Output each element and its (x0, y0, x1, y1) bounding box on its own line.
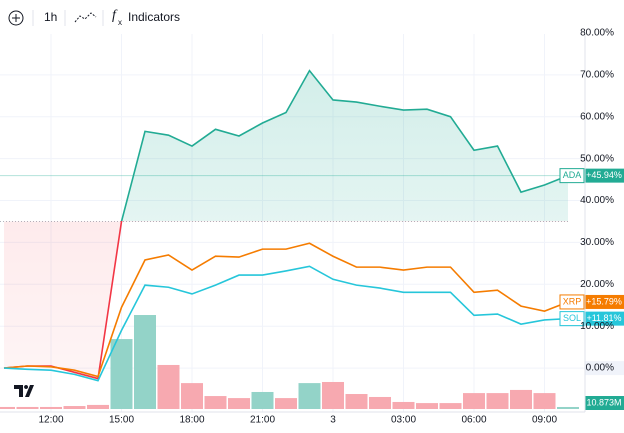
volume-bar (87, 404, 109, 409)
zero-label-bg (585, 361, 624, 376)
volume-bar (322, 381, 344, 409)
y-tick-label: 30.00% (580, 237, 614, 248)
y-tick-label: 10.00% (580, 321, 614, 332)
y-tick-label: 40.00% (580, 195, 614, 206)
last-value-label: +15.79% (586, 296, 622, 306)
x-tick-label: 06:00 (461, 415, 486, 426)
y-tick-label: 20.00% (580, 279, 614, 290)
volume-bar (392, 401, 415, 409)
volume-bar (533, 393, 556, 409)
chart-type-button[interactable] (74, 12, 97, 23)
y-tick-label: 80.00% (580, 28, 614, 39)
add-icon (12, 14, 20, 22)
legend-name: ADA (563, 170, 582, 180)
last-value-bg (585, 294, 624, 309)
volume-bar (416, 403, 438, 409)
series-line (3, 242, 569, 378)
tv-logo (14, 385, 34, 397)
series-line (3, 221, 123, 380)
x-tick-label: 09:00 (532, 415, 557, 426)
volume-bar (110, 339, 133, 409)
series-line (120, 69, 569, 221)
legend-name: SOL (563, 313, 581, 323)
legend-tag (559, 311, 585, 327)
volume-bar (228, 398, 250, 409)
x-tick-label: 3 (330, 415, 336, 426)
x-tick-label: 15:00 (109, 415, 134, 426)
indicators-icon: x (118, 18, 122, 27)
series-line (3, 265, 569, 382)
legend-tag (559, 168, 585, 184)
legend-tag (559, 294, 585, 310)
logo (14, 385, 34, 397)
volume-bar (251, 391, 274, 409)
volume-bar (16, 406, 39, 409)
x-tick-label: 21:00 (250, 415, 275, 426)
indicators-icon[interactable]: f (112, 8, 118, 23)
volume-bar (134, 315, 156, 409)
y-tick-label: 0.00% (586, 363, 614, 374)
indicators-button[interactable]: Indicators (128, 10, 180, 24)
y-tick-label: 50.00% (580, 153, 614, 164)
volume-bar (275, 398, 297, 409)
legend-name: XRP (563, 296, 582, 306)
x-tick-label: 03:00 (391, 415, 416, 426)
volume-bar (510, 389, 532, 409)
area-above (121, 70, 568, 221)
add-button[interactable] (8, 10, 24, 26)
last-value-label: +45.94% (586, 170, 622, 180)
volume-bar (463, 393, 485, 409)
toolbar: 1h f x Indicators (0, 0, 624, 34)
volume-bar (345, 394, 368, 409)
volume-bar (181, 383, 203, 409)
volume-bar (439, 403, 462, 409)
y-tick-label: 70.00% (580, 69, 614, 80)
volume-bar (157, 364, 180, 409)
x-tick-label: 12:00 (38, 415, 63, 426)
volume-bar (557, 406, 579, 409)
volume-bar (40, 406, 62, 409)
interval-button[interactable]: 1h (44, 10, 57, 24)
toolbar-bg (0, 0, 624, 34)
last-value-bg (585, 311, 624, 326)
volume-bar (63, 406, 86, 409)
volume-bar (369, 396, 391, 409)
volume-bar (298, 383, 321, 409)
volume-last-label: 10.873M (586, 397, 621, 407)
last-value-bg (585, 168, 624, 183)
last-value-label: +11.81% (586, 313, 621, 323)
x-tick-label: 18:00 (179, 415, 204, 426)
volume-bar (0, 406, 15, 409)
volume-bar (486, 393, 509, 409)
area-below (4, 221, 568, 379)
y-tick-label: 60.00% (580, 111, 614, 122)
volume-label-bg (585, 396, 624, 410)
volume-bar (204, 396, 227, 409)
